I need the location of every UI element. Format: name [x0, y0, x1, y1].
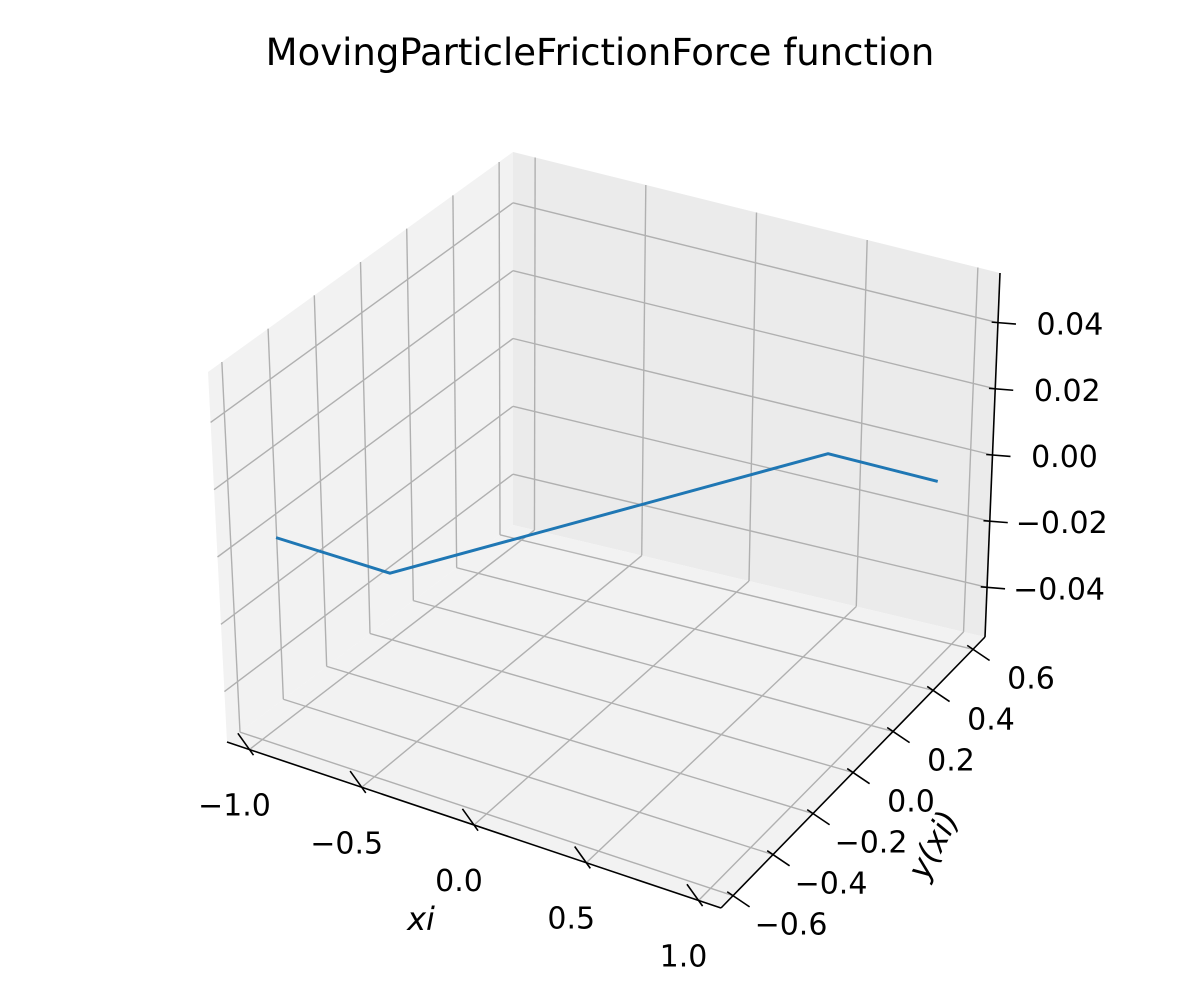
grid-line-z	[223, 473, 514, 693]
grid-line-z	[512, 202, 999, 324]
pane-yz	[208, 152, 513, 742]
grid-line-y	[413, 599, 894, 733]
x-tick-label: 0.0	[435, 864, 483, 899]
y-tick-label: −0.6	[755, 908, 828, 943]
x-tick	[461, 808, 479, 832]
x-axis-label: xi	[406, 900, 435, 938]
grid-line-z	[213, 270, 514, 491]
grid-line-z	[512, 270, 996, 390]
y-tick-label: 0.2	[927, 743, 975, 778]
z-tick-label: −0.04	[1013, 572, 1105, 607]
grid-line-z	[220, 405, 514, 625]
y-tick-label: −0.4	[795, 867, 868, 902]
grid-line-y	[499, 534, 974, 650]
y-tick	[966, 644, 991, 662]
x-tick	[686, 883, 704, 907]
x-tick-label: −1.0	[198, 789, 271, 824]
y-tick	[846, 767, 871, 785]
y-tick-label: 0.6	[1007, 661, 1055, 696]
y-tick	[766, 850, 791, 867]
grid-line-z	[512, 337, 993, 456]
x-tick-label: −0.5	[310, 826, 383, 861]
grid-line-z	[210, 202, 514, 424]
y-tick-label: −0.2	[835, 826, 908, 861]
z-tick-label: 0.00	[1031, 440, 1098, 475]
z-tick-label: 0.04	[1037, 308, 1104, 343]
grid-line-y	[283, 698, 774, 856]
y-tick	[926, 685, 951, 703]
z-tick	[983, 519, 1008, 524]
grid-line-z	[512, 405, 990, 522]
pane-xz	[513, 152, 1000, 637]
y-tick-label: 0.0	[887, 785, 935, 820]
grid-line-y	[369, 632, 854, 774]
grid-line-y	[456, 567, 934, 692]
y-tick	[886, 726, 911, 744]
y-tick-label: 0.4	[967, 702, 1015, 737]
grid-line-y	[326, 665, 814, 815]
y-tick	[726, 891, 751, 908]
z-tick-label: 0.02	[1034, 374, 1101, 409]
grid-line-z	[217, 337, 514, 558]
z-tick	[986, 453, 1011, 458]
x-tick-label: 0.5	[547, 902, 595, 937]
grid-line-z	[512, 473, 988, 589]
series-line	[275, 452, 939, 575]
z-tick	[980, 586, 1006, 590]
grid-line-y	[239, 731, 734, 897]
x-tick-label: 1.0	[660, 939, 708, 974]
x-tick	[574, 846, 591, 869]
x-tick	[349, 770, 367, 794]
z-tick-label: −0.02	[1016, 506, 1108, 541]
z-tick	[991, 321, 1017, 325]
y-tick	[806, 808, 831, 826]
chart-title: MovingParticleFrictionForce function	[266, 31, 935, 74]
z-tick	[988, 387, 1014, 392]
x-tick	[237, 732, 255, 756]
